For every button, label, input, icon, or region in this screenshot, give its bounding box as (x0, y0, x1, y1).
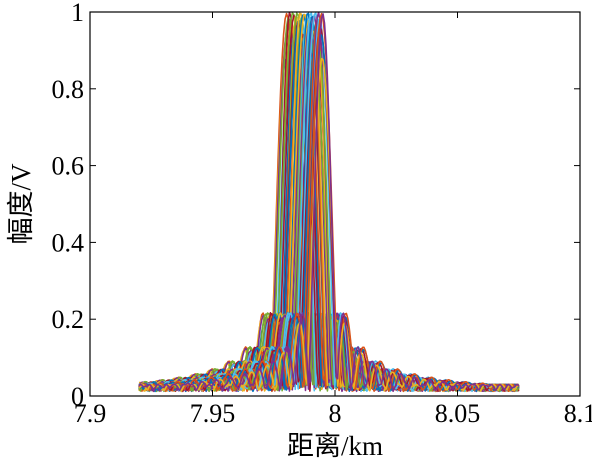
series-line-60 (138, 13, 520, 393)
x-tick-label: 7.9 (74, 399, 107, 428)
x-tick-label: 8 (329, 399, 342, 428)
x-tick-label: 8.1 (564, 399, 592, 428)
y-tick-label: 0.4 (52, 228, 85, 257)
series-layer (138, 11, 520, 393)
x-tick-label: 7.95 (190, 399, 236, 428)
y-tick-label: 0.8 (52, 75, 85, 104)
y-tick-label: 0.6 (52, 152, 85, 181)
y-axis-label: 幅度/V (6, 163, 36, 245)
y-tick-label: 0 (71, 382, 84, 411)
x-axis-label: 距离/km (287, 431, 383, 461)
y-tick-label: 1 (71, 0, 84, 27)
x-tick-label: 8.05 (435, 399, 481, 428)
y-tick-label: 0.2 (52, 305, 85, 334)
ticks-layer: 7.9 7.95 8 8.05 8.1 0 0.2 0.4 0.6 0.8 1 (52, 0, 592, 428)
